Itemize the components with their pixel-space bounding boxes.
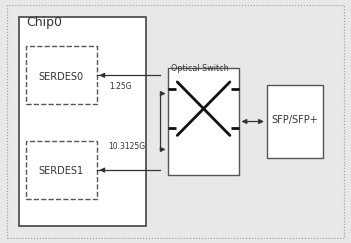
- FancyBboxPatch shape: [26, 141, 97, 199]
- FancyBboxPatch shape: [26, 46, 97, 104]
- Text: Optical Switch: Optical Switch: [171, 64, 229, 73]
- FancyBboxPatch shape: [7, 5, 344, 238]
- FancyBboxPatch shape: [267, 85, 323, 158]
- Text: SFP/SFP+: SFP/SFP+: [271, 115, 318, 125]
- FancyBboxPatch shape: [168, 68, 239, 175]
- Text: Chip0: Chip0: [26, 16, 62, 29]
- Text: 10.3125G: 10.3125G: [108, 142, 145, 151]
- Text: 1.25G: 1.25G: [109, 82, 131, 91]
- Text: SERDES1: SERDES1: [39, 166, 84, 176]
- FancyBboxPatch shape: [19, 17, 146, 226]
- Text: SERDES0: SERDES0: [39, 71, 84, 82]
